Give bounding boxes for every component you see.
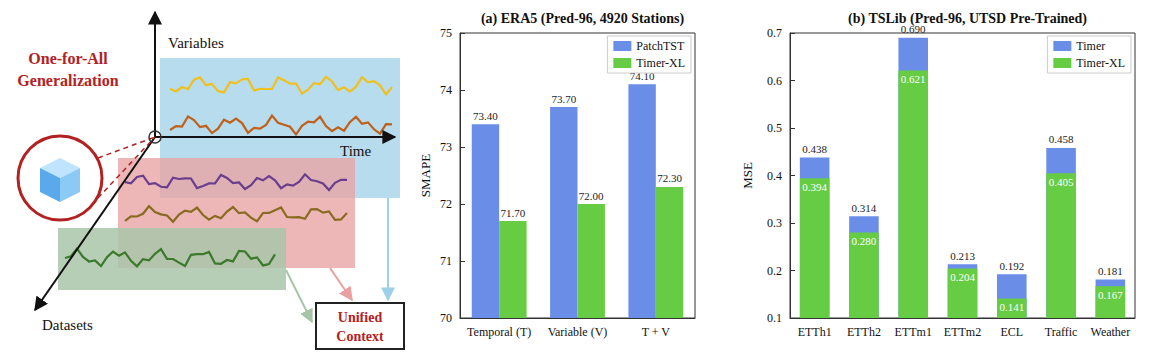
svg-text:73.70: 73.70 (551, 93, 576, 105)
svg-text:0.204: 0.204 (950, 271, 975, 283)
svg-text:One-for-All: One-for-All (28, 50, 108, 67)
svg-text:72: 72 (440, 197, 452, 211)
svg-text:ETTh2: ETTh2 (847, 325, 881, 339)
svg-text:0.5: 0.5 (767, 121, 782, 135)
svg-text:0.690: 0.690 (900, 23, 926, 36)
svg-text:0.167: 0.167 (1098, 289, 1123, 301)
svg-text:0.280: 0.280 (852, 235, 877, 247)
svg-text:0.458: 0.458 (1049, 133, 1074, 145)
svg-text:0.213: 0.213 (950, 250, 975, 262)
svg-text:0.394: 0.394 (802, 181, 827, 193)
svg-text:0.3: 0.3 (767, 216, 782, 230)
svg-text:Timer-XL: Timer-XL (1076, 56, 1125, 70)
svg-text:73.40: 73.40 (473, 110, 498, 122)
svg-text:74: 74 (440, 83, 452, 97)
svg-text:73: 73 (440, 140, 452, 154)
svg-text:74.10: 74.10 (629, 69, 655, 82)
svg-text:0.192: 0.192 (999, 260, 1024, 272)
svg-text:0.314: 0.314 (852, 202, 877, 214)
svg-text:ETTm2: ETTm2 (944, 325, 981, 339)
svg-text:(b) TSLib (Pred-96, UTSD Pre-T: (b) TSLib (Pred-96, UTSD Pre-Trained) (848, 11, 1087, 27)
svg-text:MSE: MSE (740, 162, 755, 189)
svg-text:70: 70 (440, 311, 452, 325)
svg-text:PatchTST: PatchTST (636, 39, 685, 53)
svg-text:(a) ERA5 (Pred-96, 4920 Statio: (a) ERA5 (Pred-96, 4920 Stations) (481, 11, 684, 27)
svg-text:Time: Time (340, 143, 371, 159)
svg-text:Temporal (T): Temporal (T) (467, 325, 531, 339)
svg-text:72.00: 72.00 (579, 190, 604, 202)
svg-text:Variables: Variables (168, 35, 224, 51)
svg-text:0.2: 0.2 (767, 264, 782, 278)
svg-text:Timer: Timer (1076, 39, 1105, 53)
svg-text:75: 75 (440, 26, 452, 40)
svg-text:0.621: 0.621 (901, 73, 926, 85)
svg-text:0.405: 0.405 (1049, 176, 1074, 188)
svg-text:ECL: ECL (1000, 325, 1023, 339)
svg-text:0.1: 0.1 (767, 311, 782, 325)
svg-text:ETTm1: ETTm1 (895, 325, 932, 339)
svg-text:Unified: Unified (338, 310, 383, 325)
svg-text:0.6: 0.6 (767, 74, 782, 88)
svg-text:SMAPE: SMAPE (418, 154, 433, 197)
svg-text:71: 71 (440, 254, 452, 268)
svg-text:Weather: Weather (1091, 325, 1131, 339)
svg-text:Datasets: Datasets (42, 317, 93, 333)
svg-text:Context: Context (336, 329, 384, 344)
svg-text:71.70: 71.70 (501, 207, 526, 219)
svg-text:Variable (V): Variable (V) (548, 325, 608, 339)
svg-text:Traffic: Traffic (1045, 325, 1078, 339)
svg-text:0.141: 0.141 (999, 301, 1024, 313)
svg-text:0.7: 0.7 (767, 26, 782, 40)
svg-text:ETTh1: ETTh1 (798, 325, 832, 339)
svg-text:0.181: 0.181 (1098, 265, 1123, 277)
svg-text:72.30: 72.30 (657, 172, 682, 184)
svg-text:T + V: T + V (642, 325, 671, 339)
svg-text:0.438: 0.438 (802, 143, 827, 155)
svg-text:Timer-XL: Timer-XL (636, 56, 685, 70)
svg-text:0.4: 0.4 (767, 169, 782, 183)
svg-text:Generalization: Generalization (17, 72, 118, 89)
